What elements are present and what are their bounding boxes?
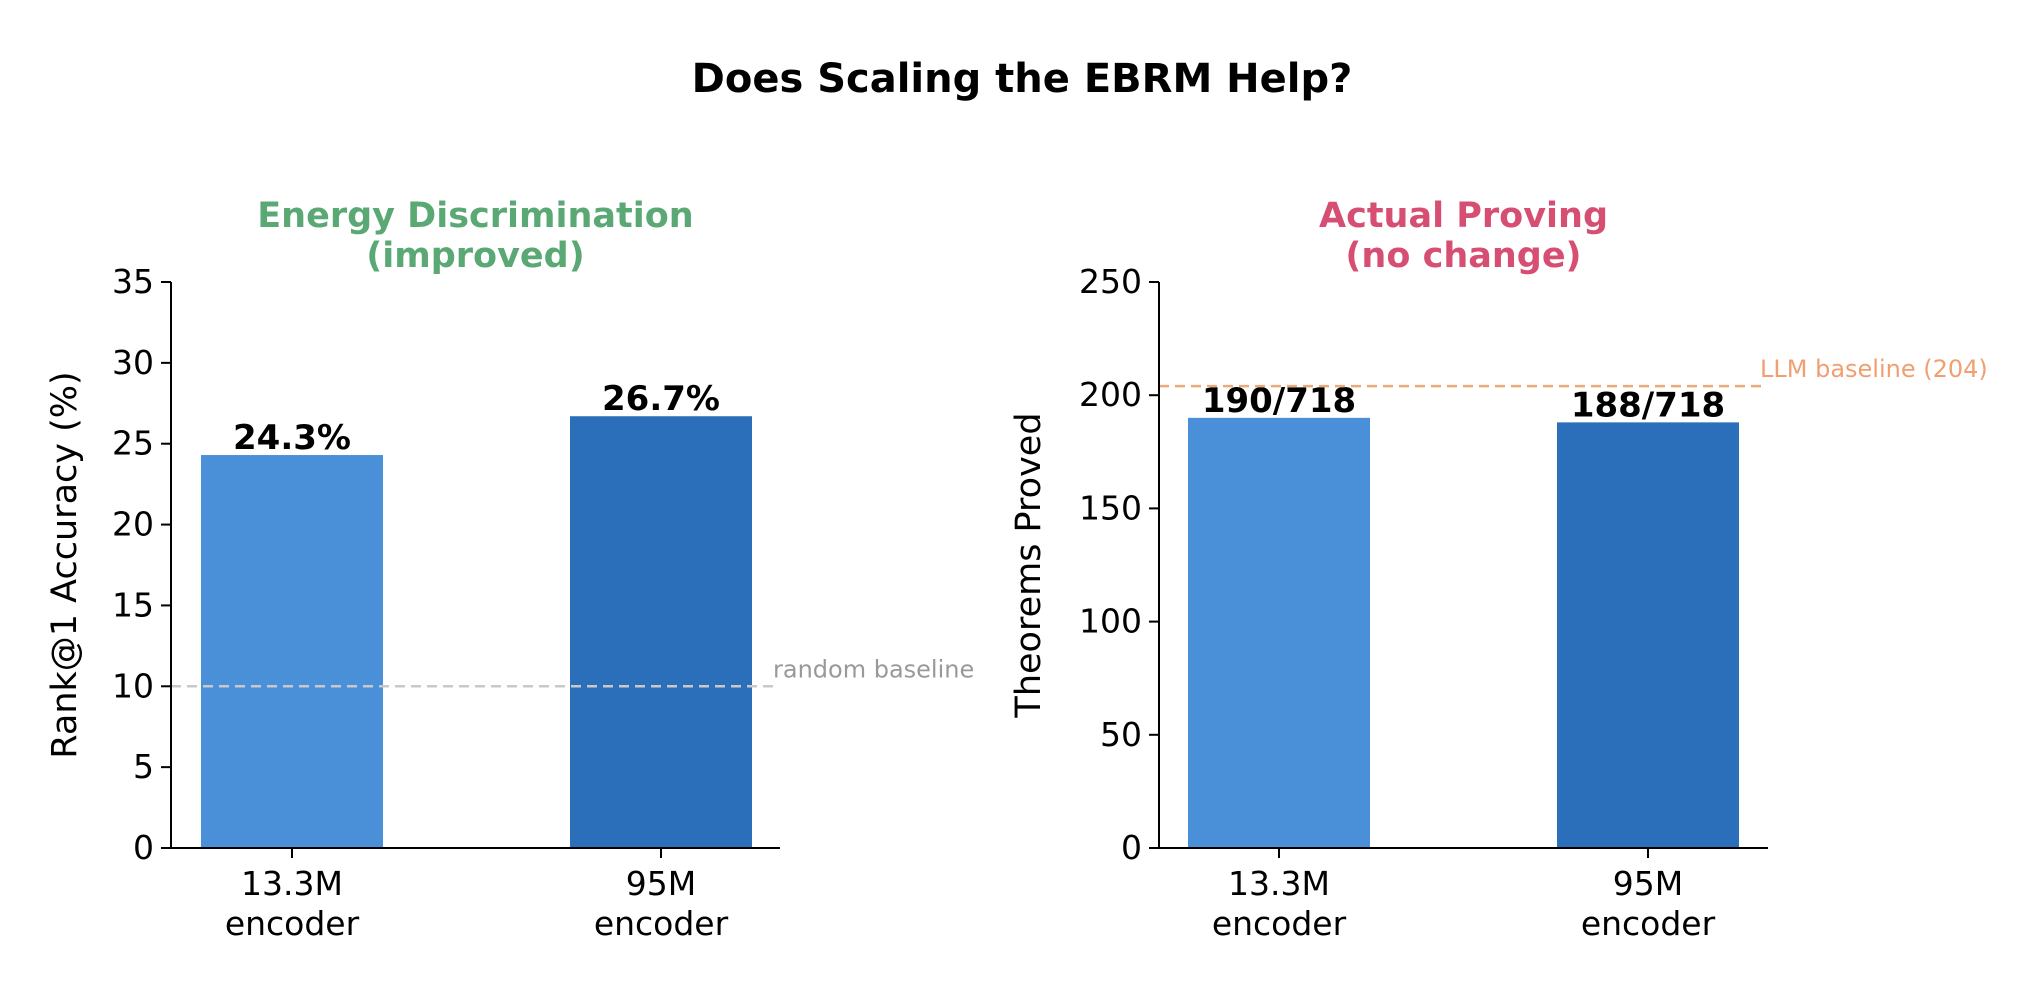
chart-panel-actual-proving: Actual Proving (no change) 190/718 188/718 L… <box>1009 196 1988 943</box>
y-tick-label: 250 <box>1079 262 1142 301</box>
bar <box>570 416 752 848</box>
bar <box>1557 422 1739 848</box>
y-tick-label: 5 <box>133 747 154 786</box>
chart-panel-energy-discrimination: Energy Discrimination (improved) 24.3% 26.7… <box>45 196 974 943</box>
x-tick-label: 13.3M encoder <box>1212 864 1347 943</box>
bar-value-label: 26.7% <box>602 379 720 419</box>
y-tick-label: 0 <box>1121 828 1142 867</box>
panel-title: Actual Proving (no change) <box>1319 196 1608 276</box>
y-tick-label: 0 <box>133 828 154 867</box>
y-tick-label: 150 <box>1079 488 1142 527</box>
y-tick-label: 15 <box>112 585 154 624</box>
figure-title: Does Scaling the EBRM Help? <box>692 56 1353 102</box>
bar <box>1188 417 1370 848</box>
y-tick-label: 30 <box>112 343 154 382</box>
y-tick-label: 35 <box>112 262 154 301</box>
y-tick-label: 25 <box>112 424 154 463</box>
x-tick-label: 13.3M encoder <box>225 864 360 943</box>
y-tick-label: 10 <box>112 666 154 705</box>
bar-value-label: 188/718 <box>1571 385 1725 425</box>
panel-title: Energy Discrimination (improved) <box>257 196 693 276</box>
y-tick-label: 50 <box>1100 715 1142 754</box>
reference-line-label: random baseline <box>773 655 974 683</box>
y-tick-label: 200 <box>1079 375 1142 414</box>
x-tick-label: 95M encoder <box>594 864 729 943</box>
y-axis-label: Rank@1 Accuracy (%) <box>45 371 85 758</box>
bar-value-label: 190/718 <box>1202 381 1356 421</box>
y-tick-label: 100 <box>1079 602 1142 641</box>
bar <box>201 455 383 848</box>
reference-line-label: LLM baseline (204) <box>1760 355 1988 383</box>
x-tick-label: 95M encoder <box>1581 864 1716 943</box>
bar-value-label: 24.3% <box>233 418 351 458</box>
y-tick-label: 20 <box>112 505 154 544</box>
y-axis-label: Theorems Proved <box>1009 412 1049 718</box>
